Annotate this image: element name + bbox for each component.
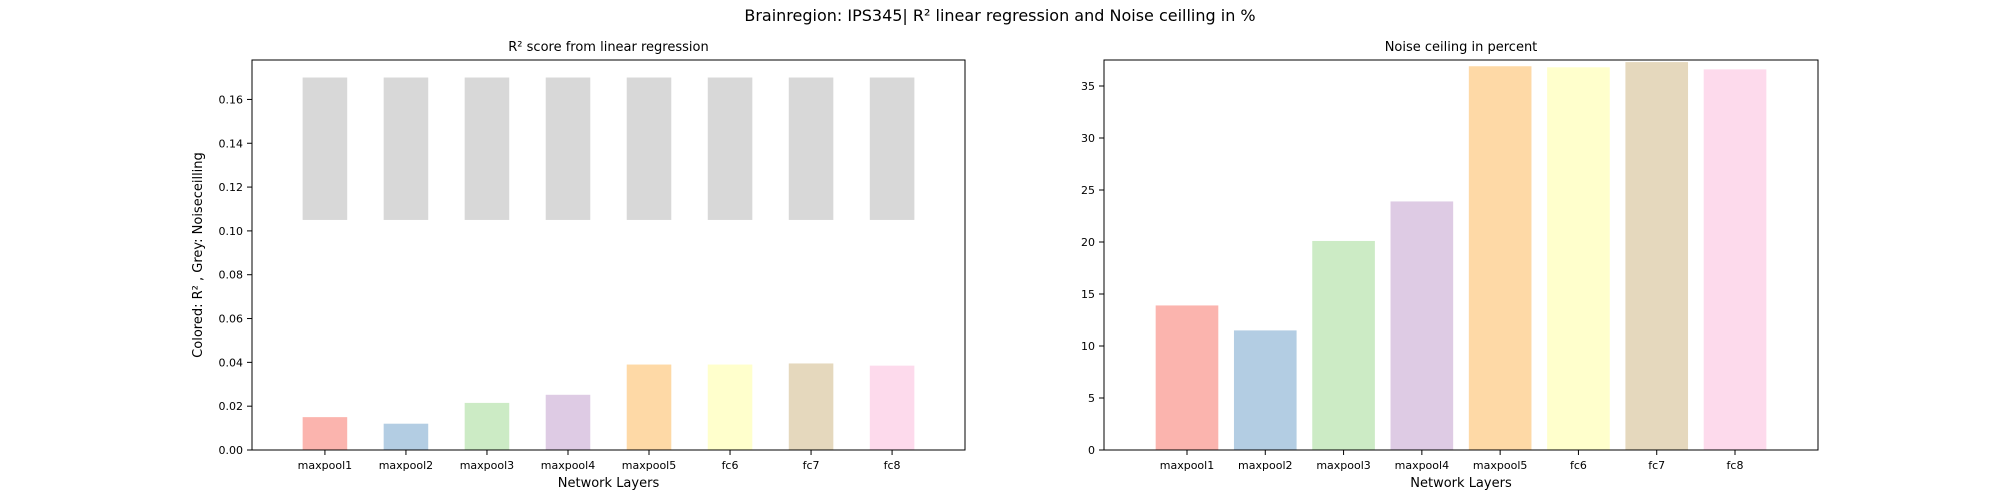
noiseceiling-bar bbox=[464, 77, 510, 220]
noiseceiling-bar bbox=[788, 77, 834, 220]
x-tick-label: maxpool3 bbox=[460, 459, 514, 472]
noiseceiling-bar bbox=[545, 77, 591, 220]
bar-maxpool1 bbox=[302, 417, 348, 450]
x-tick-label: fc8 bbox=[1727, 459, 1744, 472]
bar-fc8 bbox=[869, 365, 915, 450]
x-tick-label: maxpool2 bbox=[379, 459, 433, 472]
bar-fc7 bbox=[1625, 62, 1689, 450]
plot-frame bbox=[1103, 59, 1819, 451]
bar-maxpool5 bbox=[1468, 66, 1532, 451]
noiseceiling-bar bbox=[869, 77, 915, 220]
panel-title: Noise ceiling in percent bbox=[1385, 40, 1538, 55]
y-tick-label: 10 bbox=[1081, 340, 1095, 353]
plot-frame bbox=[251, 59, 966, 451]
y-tick-label: 0.12 bbox=[219, 181, 244, 194]
bar-fc6 bbox=[707, 364, 753, 450]
bar-maxpool2 bbox=[383, 423, 429, 450]
bar-fc8 bbox=[1703, 69, 1767, 451]
x-axis-title: Network Layers bbox=[558, 476, 660, 491]
x-tick-label: fc6 bbox=[1570, 459, 1587, 472]
bar-fc6 bbox=[1547, 67, 1610, 450]
x-tick-label: fc8 bbox=[884, 459, 901, 472]
y-tick-label: 0.02 bbox=[219, 400, 244, 413]
bar-maxpool4 bbox=[1390, 201, 1454, 450]
y-tick-label: 15 bbox=[1081, 288, 1095, 301]
x-tick-label: maxpool1 bbox=[298, 459, 352, 472]
x-axis-title: Network Layers bbox=[1410, 476, 1512, 491]
x-tick-label: fc7 bbox=[803, 459, 820, 472]
x-tick-label: maxpool1 bbox=[1160, 459, 1214, 472]
y-tick-label: 30 bbox=[1081, 132, 1095, 145]
bar-maxpool3 bbox=[464, 402, 510, 450]
x-tick-label: maxpool4 bbox=[1395, 459, 1449, 472]
noiseceiling-bar bbox=[383, 77, 429, 220]
bar-fc7 bbox=[788, 363, 834, 450]
bar-maxpool4 bbox=[545, 394, 591, 450]
x-tick-label: maxpool5 bbox=[622, 459, 676, 472]
bar-maxpool5 bbox=[626, 364, 672, 450]
x-tick-label: maxpool5 bbox=[1473, 459, 1527, 472]
noiseceiling-bar bbox=[626, 77, 672, 220]
x-tick-label: maxpool4 bbox=[541, 459, 595, 472]
y-tick-label: 0.16 bbox=[219, 93, 244, 106]
y-tick-label: 0.08 bbox=[219, 269, 244, 282]
noiseceiling-bar bbox=[707, 77, 753, 220]
y-tick-label: 25 bbox=[1081, 184, 1095, 197]
x-tick-label: maxpool2 bbox=[1238, 459, 1292, 472]
y-tick-label: 0.06 bbox=[219, 313, 244, 326]
bar-maxpool2 bbox=[1233, 330, 1297, 450]
y-tick-label: 0.14 bbox=[219, 137, 244, 150]
x-tick-label: fc6 bbox=[722, 459, 739, 472]
y-tick-label: 20 bbox=[1081, 236, 1095, 249]
noiseceiling-bar bbox=[302, 77, 348, 220]
panel-title: R² score from linear regression bbox=[508, 40, 708, 55]
figure-title: Brainregion: IPS345| R² linear regressio… bbox=[744, 6, 1256, 25]
y-axis-title: Colored: R² , Grey: Noiseceilling bbox=[191, 152, 206, 358]
y-tick-label: 0.00 bbox=[219, 444, 244, 457]
bar-maxpool3 bbox=[1312, 240, 1375, 450]
x-tick-label: fc7 bbox=[1648, 459, 1665, 472]
y-tick-label: 0.04 bbox=[219, 356, 244, 369]
y-tick-label: 0.10 bbox=[219, 225, 244, 238]
y-tick-label: 0 bbox=[1088, 444, 1095, 457]
y-tick-label: 35 bbox=[1081, 80, 1095, 93]
y-tick-label: 5 bbox=[1088, 392, 1095, 405]
x-tick-label: maxpool3 bbox=[1316, 459, 1370, 472]
bar-maxpool1 bbox=[1155, 305, 1219, 450]
